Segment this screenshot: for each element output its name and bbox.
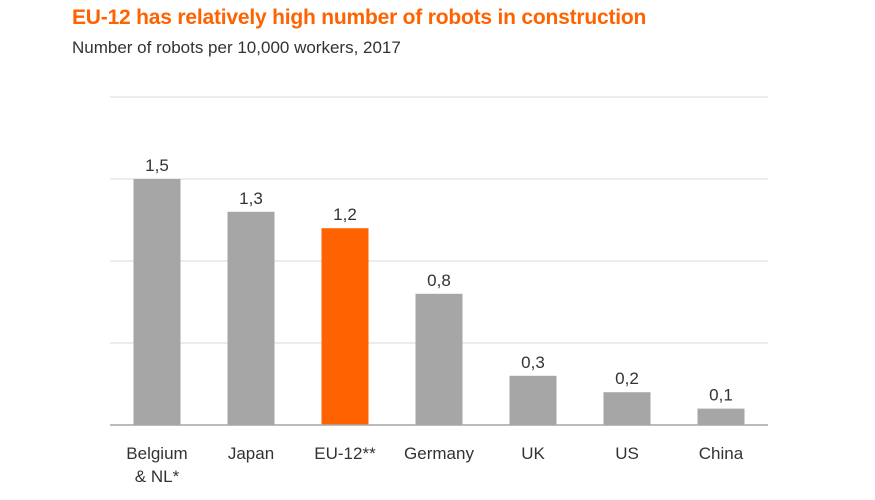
chart-subtitle: Number of robots per 10,000 workers, 201… (72, 38, 401, 57)
data-label: 0,1 (709, 386, 733, 405)
bar (227, 211, 275, 425)
data-label: 0,3 (521, 353, 545, 372)
category-label: Belgium (126, 444, 187, 463)
data-label: 1,2 (333, 205, 357, 224)
data-label: 1,5 (145, 156, 169, 175)
data-label: 0,8 (427, 271, 451, 290)
chart-title: EU-12 has relatively high number of robo… (72, 6, 647, 29)
category-label: EU-12** (314, 444, 376, 463)
bar (415, 293, 463, 425)
bar (133, 179, 181, 425)
category-label: UK (521, 444, 545, 463)
category-label: US (615, 444, 639, 463)
category-label: Germany (404, 444, 474, 463)
bar (697, 408, 745, 425)
category-label: & NL* (135, 467, 180, 486)
bar (321, 228, 369, 425)
data-label: 1,3 (239, 189, 263, 208)
bar (509, 375, 557, 425)
bar (603, 392, 651, 425)
data-label: 0,2 (615, 369, 639, 388)
category-label: Japan (228, 444, 274, 463)
category-label: China (699, 444, 744, 463)
